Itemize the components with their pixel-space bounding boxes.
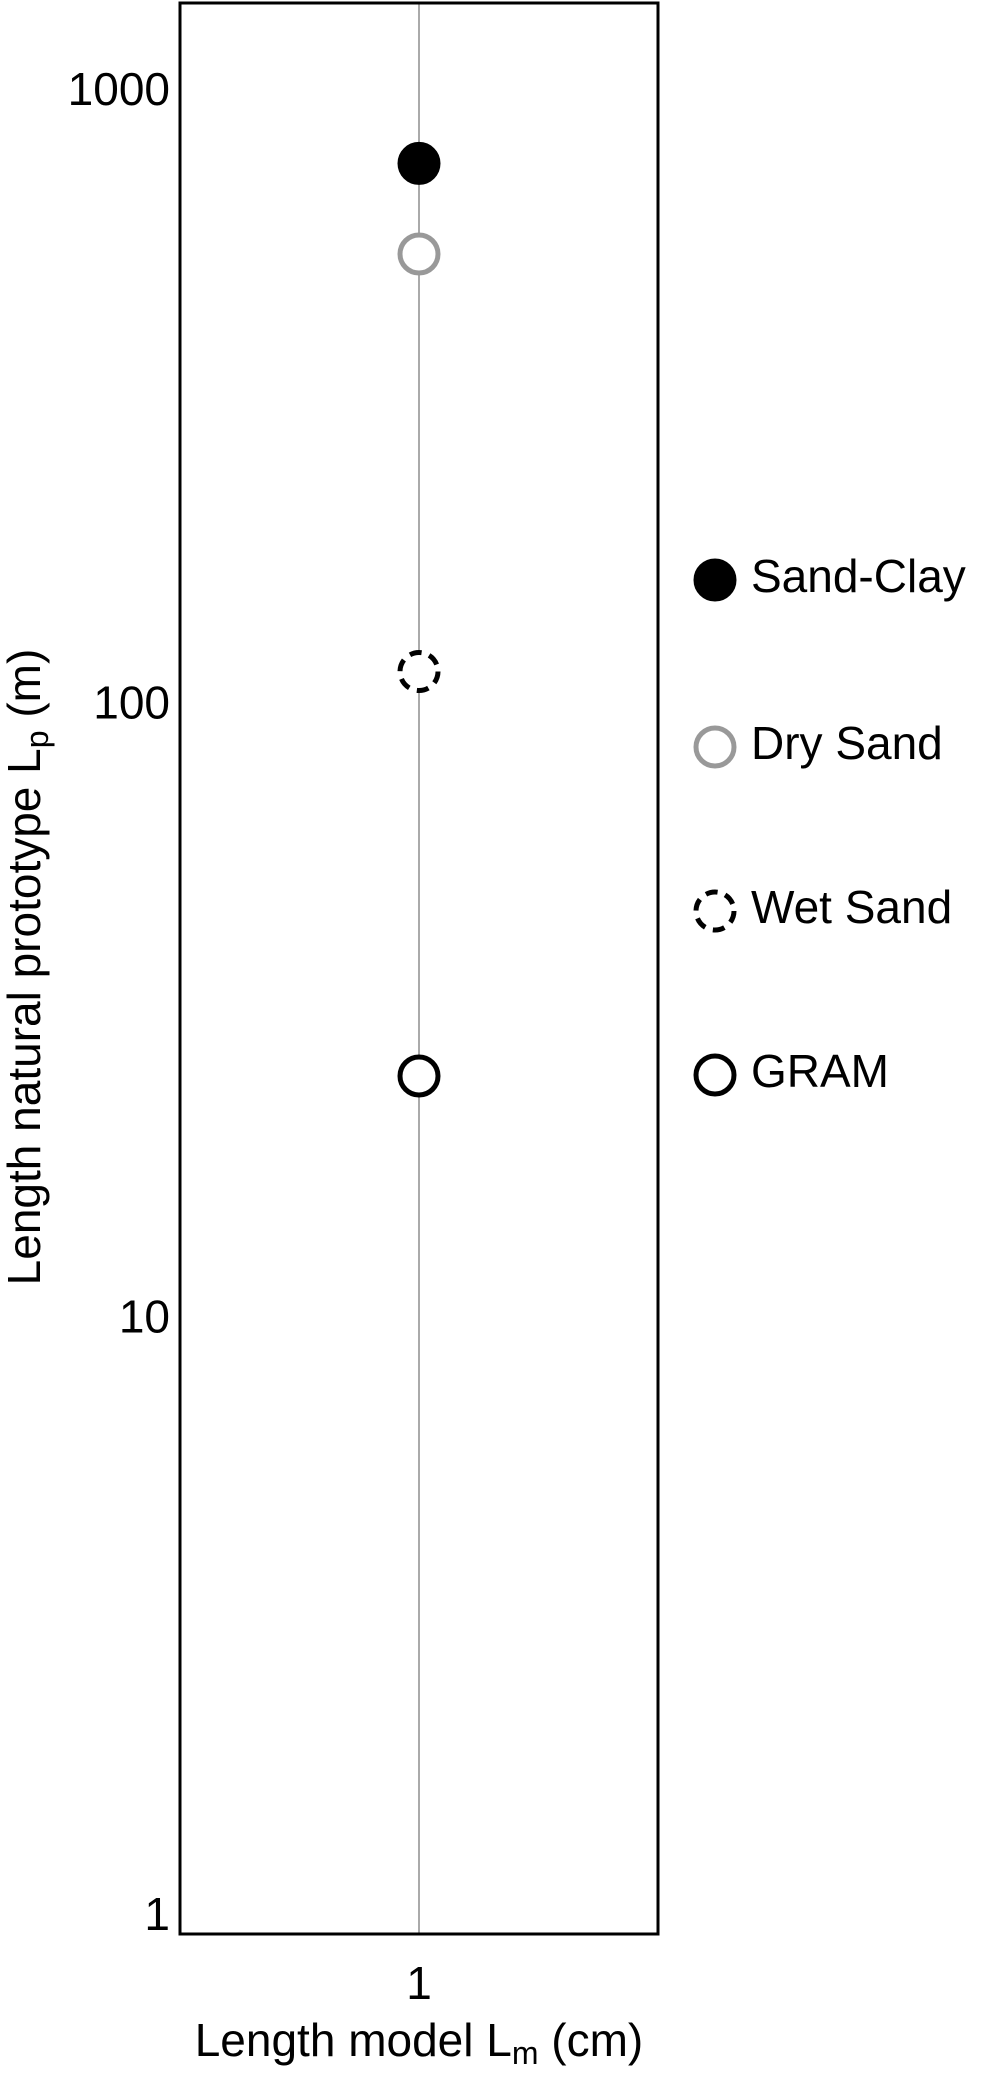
data-point xyxy=(397,650,441,694)
x-axis-label: Length model Lm (cm) xyxy=(195,2014,644,2071)
x-label-suffix: (cm) xyxy=(539,2014,644,2066)
y-tick-label: 1 xyxy=(144,1888,170,1940)
x-label-text: Length model L xyxy=(195,2014,512,2066)
y-tick-label: 10 xyxy=(119,1290,170,1342)
y-tick-label: 1000 xyxy=(68,63,170,115)
legend-label: Wet Sand xyxy=(751,881,952,933)
plot-frame xyxy=(178,1,660,1936)
data-point xyxy=(397,232,441,276)
x-tick-label: 1 xyxy=(406,1957,432,2009)
legend-marker xyxy=(693,1053,737,1097)
legend-marker xyxy=(693,725,737,769)
data-point xyxy=(397,141,441,185)
y-tick-label: 100 xyxy=(93,677,170,729)
y-axis-label: Length natural prototype Lp (m) xyxy=(0,649,55,1286)
y-label-text: Length natural prototype L xyxy=(0,748,50,1285)
legend-marker xyxy=(693,889,737,933)
y-label-suffix: (m) xyxy=(0,649,50,731)
legend-marker xyxy=(693,558,737,602)
legend-label: Dry Sand xyxy=(751,717,943,769)
data-point xyxy=(397,1054,441,1098)
x-label-sub: m xyxy=(512,2035,539,2071)
legend-label: GRAM xyxy=(751,1045,889,1097)
legend-label: Sand-Clay xyxy=(751,550,966,602)
y-label-sub: p xyxy=(19,730,55,748)
